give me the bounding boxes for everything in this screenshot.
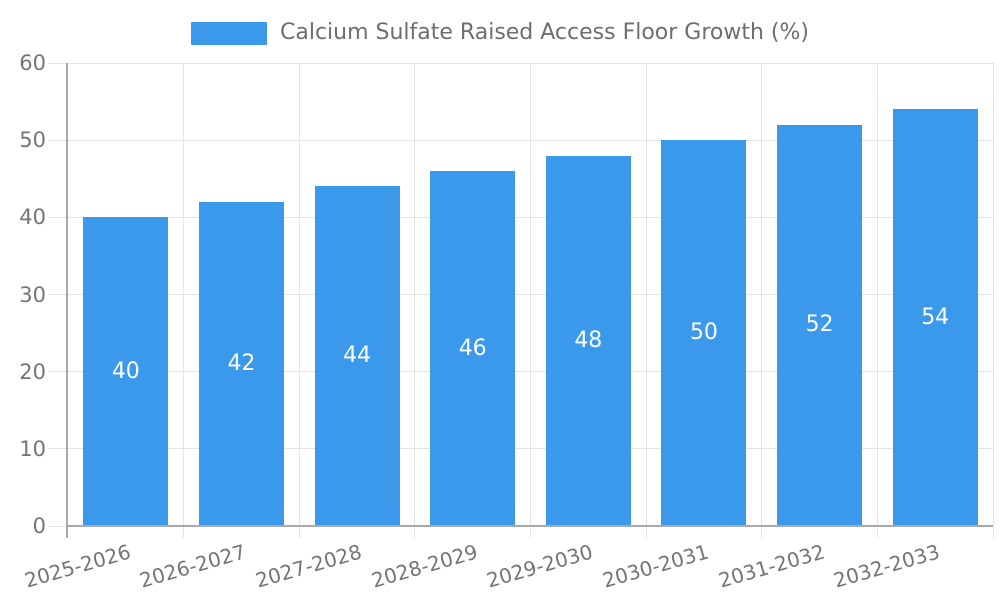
gridline-vertical (876, 63, 878, 538)
y-tick-label: 40 (19, 205, 46, 230)
bar (892, 109, 978, 526)
gridline-vertical (298, 63, 300, 538)
gridline-vertical (414, 63, 416, 538)
y-tick-label: 20 (19, 359, 46, 384)
bar (314, 186, 400, 526)
y-tick-label: 10 (19, 436, 46, 461)
y-tick-mark (48, 139, 68, 141)
bar-value-label: 46 (458, 335, 487, 361)
x-axis-line (68, 525, 993, 527)
gridline-vertical (761, 63, 763, 538)
bar-value-label: 54 (921, 304, 950, 330)
bar (545, 155, 631, 526)
y-tick-label: 30 (19, 282, 46, 307)
bar (777, 124, 863, 526)
gridline-vertical (530, 63, 531, 538)
y-tick-mark (48, 371, 68, 373)
y-tick-mark (48, 216, 68, 218)
bar-value-label: 44 (343, 343, 372, 369)
x-tick-label: 2025-2026 (21, 539, 134, 593)
bar (661, 140, 747, 526)
bar-value-label: 50 (689, 320, 718, 346)
gridline-vertical (992, 63, 994, 538)
y-tick-mark (48, 448, 68, 450)
bar-value-label: 42 (227, 350, 256, 376)
bar (83, 217, 169, 526)
bar (430, 171, 516, 526)
y-tick-label: 60 (19, 51, 46, 75)
y-tick-mark (48, 62, 68, 64)
x-tick-label: 2027-2028 (252, 539, 365, 593)
y-tick-label: 0 (32, 514, 46, 538)
gridline-vertical (183, 63, 185, 538)
legend-label: Calcium Sulfate Raised Access Floor Grow… (279, 20, 809, 45)
x-tick-label: 2030-2031 (599, 539, 712, 593)
x-tick-label: 2029-2030 (484, 539, 596, 593)
y-tick-label: 50 (19, 128, 46, 153)
x-tick-label: 2032-2033 (831, 539, 943, 593)
x-tick-label: 2031-2032 (715, 539, 827, 593)
y-tick-mark (48, 525, 68, 527)
bar-value-label: 40 (111, 358, 140, 384)
gridline-vertical (645, 63, 647, 538)
x-tick-label: 2028-2029 (368, 539, 480, 593)
bar-value-label: 48 (574, 327, 603, 353)
bar (198, 201, 284, 526)
bar-value-label: 52 (805, 312, 834, 338)
x-tick-label: 2026-2027 (137, 539, 249, 593)
y-axis-line (66, 63, 68, 538)
y-tick-mark (48, 294, 68, 295)
legend-swatch (190, 21, 267, 45)
legend[interactable]: Calcium Sulfate Raised Access Floor Grow… (0, 20, 1000, 46)
